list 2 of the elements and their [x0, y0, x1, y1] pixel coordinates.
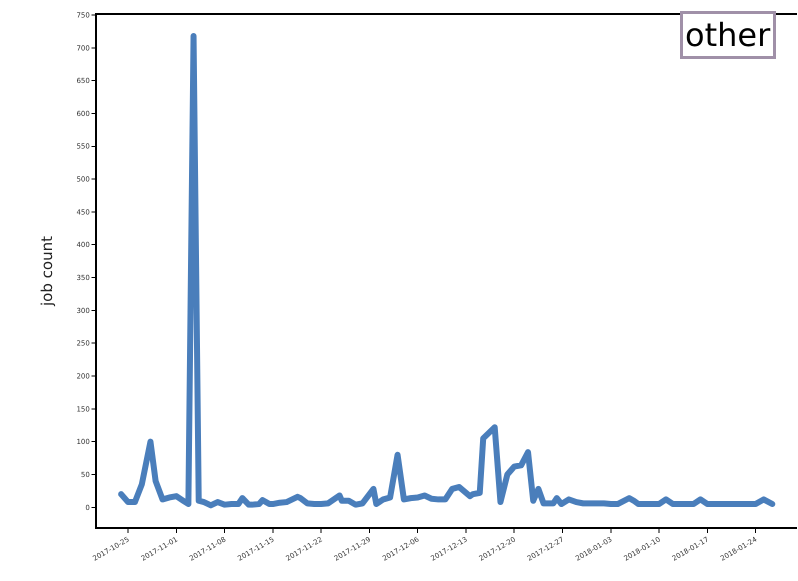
chart-title: other [685, 16, 772, 54]
y-axis-title: job count [38, 236, 56, 307]
